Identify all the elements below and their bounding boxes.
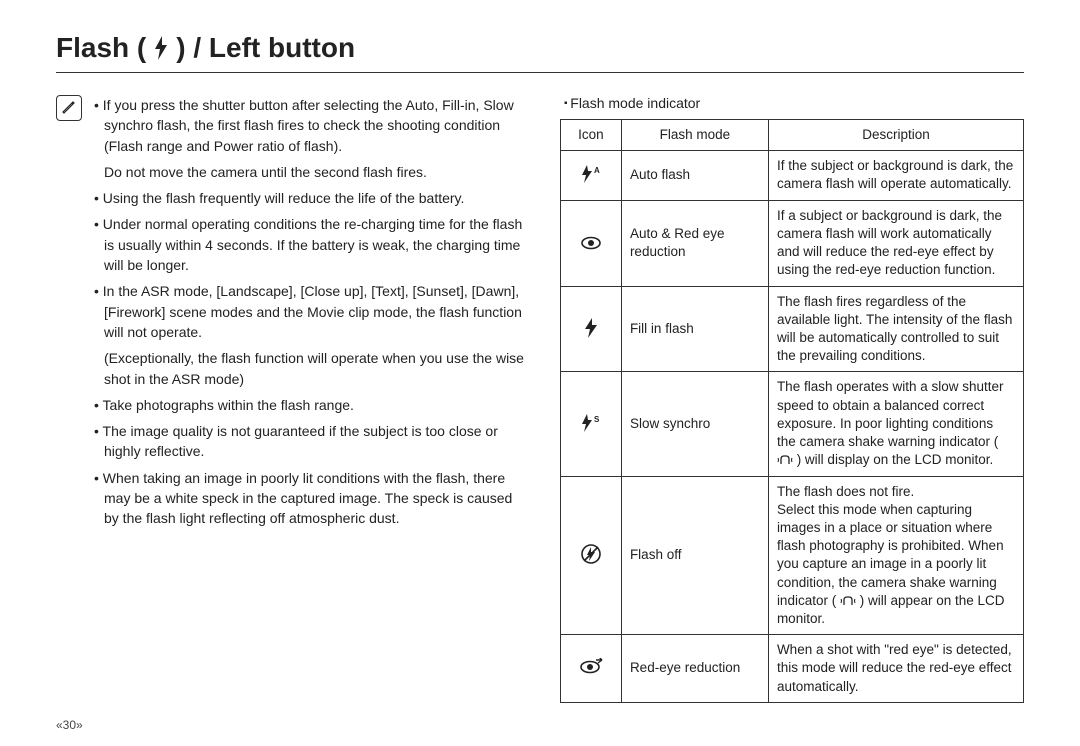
table-row: S Slow synchro The flash operates with a…: [560, 372, 1023, 476]
auto-redeye-icon: [560, 200, 621, 286]
bullet-item: In the ASR mode, [Landscape], [Close up]…: [94, 281, 530, 342]
mode-desc: When a shot with "red eye" is detected, …: [768, 635, 1023, 703]
bullet-item: Using the flash frequently will reduce t…: [94, 188, 530, 208]
mode-desc: The flash operates with a slow shutter s…: [768, 372, 1023, 476]
manual-page: Flash ( ) / Left button If you press the…: [0, 0, 1080, 746]
left-column: If you press the shutter button after se…: [56, 95, 530, 703]
mode-desc: If the subject or background is dark, th…: [768, 151, 1023, 200]
th-mode: Flash mode: [621, 120, 768, 151]
bullet-item: Take photographs within the flash range.: [94, 395, 530, 415]
mode-label: Flash off: [621, 476, 768, 635]
table-row: Auto & Red eye reduction If a subject or…: [560, 200, 1023, 286]
table-row: A Auto flash If the subject or backgroun…: [560, 151, 1023, 200]
mode-label: Slow synchro: [621, 372, 768, 476]
flash-icon: [152, 35, 170, 61]
bullet-list: If you press the shutter button after se…: [94, 95, 530, 703]
table-row: Flash off The flash does not fire.Select…: [560, 476, 1023, 635]
mode-desc: The flash fires regardless of the availa…: [768, 286, 1023, 372]
title-suffix: ) / Left button: [176, 32, 355, 64]
bullet-sub: Do not move the camera until the second …: [94, 162, 530, 182]
table-row: Red-eye reduction When a shot with "red …: [560, 635, 1023, 703]
th-desc: Description: [768, 120, 1023, 151]
table-caption: Flash mode indicator: [564, 95, 1024, 111]
right-column: Flash mode indicator Icon Flash mode Des…: [560, 95, 1024, 703]
bullet-item: The image quality is not guaranteed if t…: [94, 421, 530, 462]
svg-text:A: A: [594, 166, 600, 175]
bullet-item: If you press the shutter button after se…: [94, 95, 530, 156]
mode-desc: The flash does not fire.Select this mode…: [768, 476, 1023, 635]
title-prefix: Flash (: [56, 32, 146, 64]
bullet-item: When taking an image in poorly lit condi…: [94, 468, 530, 529]
slow-synchro-icon: S: [560, 372, 621, 476]
flash-off-icon: [560, 476, 621, 635]
th-icon: Icon: [560, 120, 621, 151]
page-title: Flash ( ) / Left button: [56, 32, 1024, 73]
svg-text:S: S: [594, 415, 600, 424]
fill-flash-icon: [560, 286, 621, 372]
mode-label: Fill in flash: [621, 286, 768, 372]
bullet-item: Under normal operating conditions the re…: [94, 214, 530, 275]
mode-desc: If a subject or background is dark, the …: [768, 200, 1023, 286]
flash-mode-table: Icon Flash mode Description A Auto flash…: [560, 119, 1024, 703]
content-columns: If you press the shutter button after se…: [56, 95, 1024, 703]
page-number: «30»: [56, 718, 83, 732]
note-icon: [56, 95, 82, 121]
bullet-sub: (Exceptionally, the flash function will …: [94, 348, 530, 389]
table-header-row: Icon Flash mode Description: [560, 120, 1023, 151]
mode-label: Auto flash: [621, 151, 768, 200]
redeye-reduction-icon: [560, 635, 621, 703]
mode-label: Red-eye reduction: [621, 635, 768, 703]
mode-label: Auto & Red eye reduction: [621, 200, 768, 286]
auto-flash-icon: A: [560, 151, 621, 200]
table-row: Fill in flash The flash fires regardless…: [560, 286, 1023, 372]
note-icon-container: [56, 95, 82, 703]
